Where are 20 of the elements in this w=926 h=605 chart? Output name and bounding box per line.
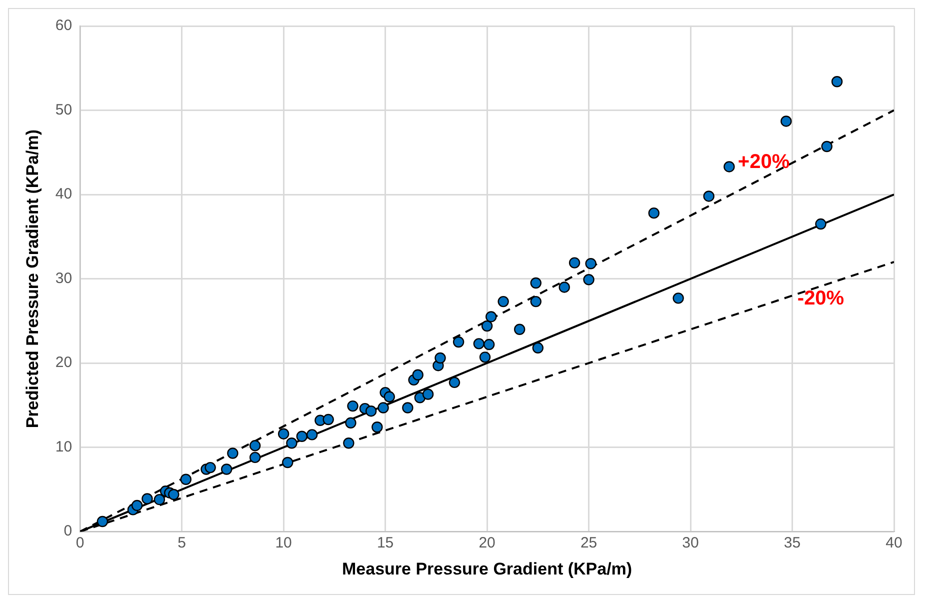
x-tick-label: 25	[580, 534, 598, 552]
x-tick-label: 15	[376, 534, 394, 552]
x-tick-label: 5	[178, 534, 186, 552]
y-tick-label: 60	[55, 17, 72, 34]
y-tick-label: 20	[55, 354, 72, 372]
y-tick-label: 0	[64, 522, 72, 540]
x-tick-label: 35	[784, 534, 801, 552]
x-tick-label: 30	[682, 534, 699, 552]
y-axis-title: Predicted Pressure Gradient (KPa/m)	[22, 130, 42, 428]
annotation: -20%	[797, 288, 844, 310]
x-tick-label: 10	[275, 534, 292, 552]
y-tick-label: 50	[55, 101, 72, 118]
y-tick-label: 40	[55, 186, 72, 203]
annotation: +20%	[738, 151, 790, 174]
y-tick-label: 30	[55, 270, 72, 287]
x-tick-label: 40	[886, 534, 902, 552]
x-tick-label: 20	[478, 534, 496, 552]
x-axis-title: Measure Pressure Gradient (KPa/m)	[342, 559, 632, 578]
x-tick-label: 0	[76, 534, 84, 552]
y-tick-label: 10	[55, 438, 72, 456]
